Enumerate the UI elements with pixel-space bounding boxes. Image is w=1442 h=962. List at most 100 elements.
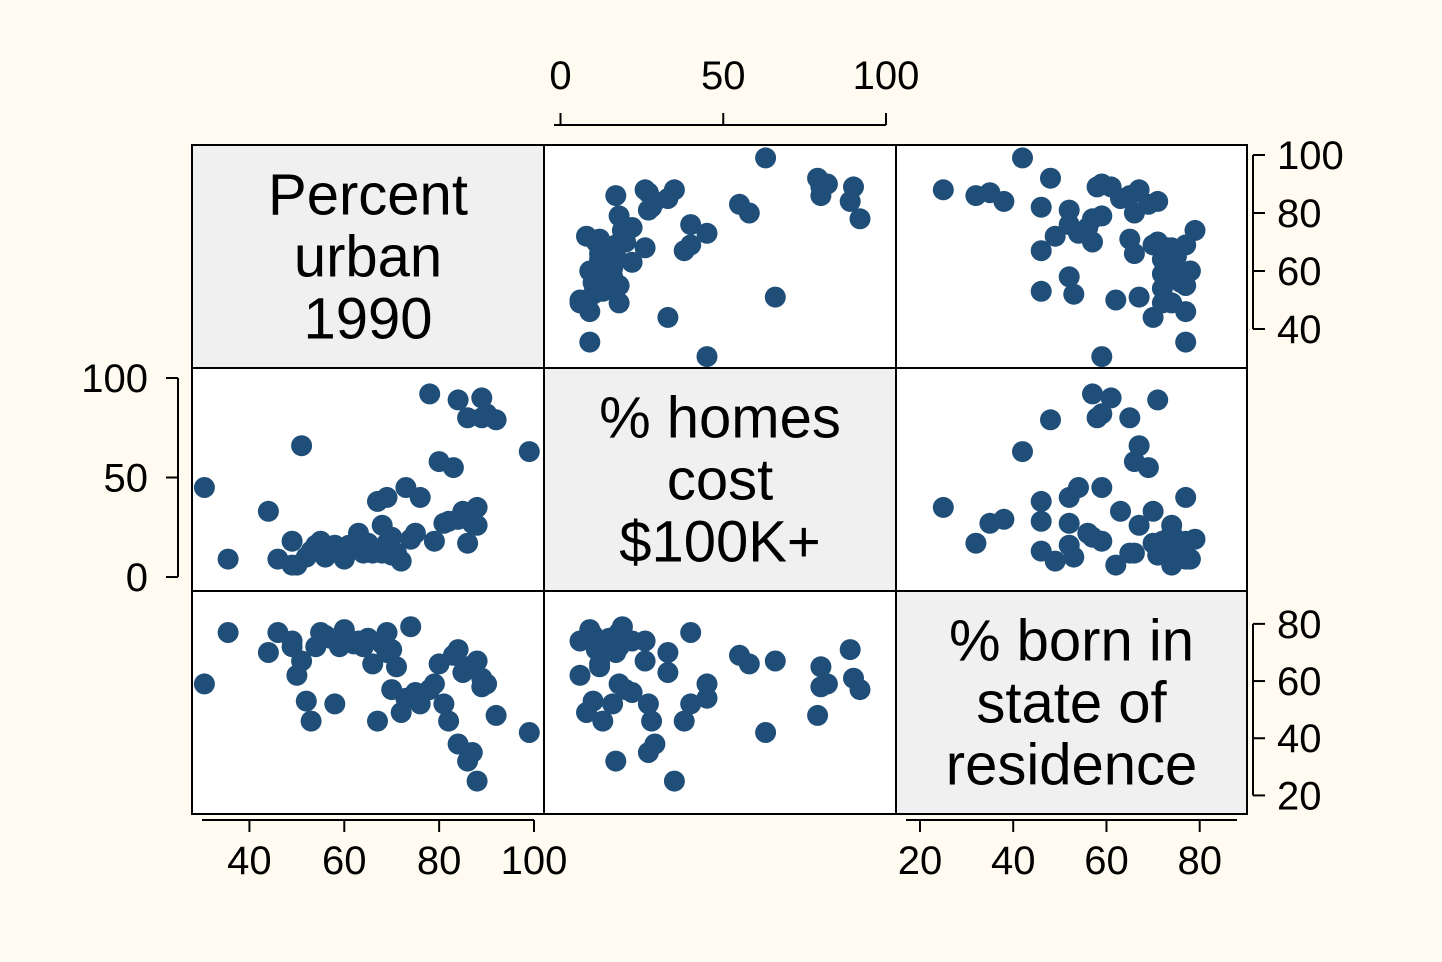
data-point [1040,167,1061,189]
data-point [965,532,987,554]
data-point [680,234,702,256]
data-point [1179,260,1201,282]
data-point [1030,196,1052,218]
data-point [602,693,624,715]
data-point [1128,514,1150,536]
data-point [1142,500,1164,522]
data-point [680,622,702,643]
data-point [217,548,239,570]
variable-label-line: $100K+ [619,510,821,575]
data-point [1161,514,1183,536]
data-point [569,664,591,686]
data-point [673,710,695,732]
data-point [423,530,445,552]
data-point [1058,199,1080,221]
data-point [1044,225,1066,247]
data-point [663,179,685,201]
data-point [1100,387,1122,409]
variable-label-line: cost [667,448,773,513]
tick-label: 0 [126,556,148,600]
tick-label: 60 [322,839,367,883]
data-point [1119,542,1141,564]
data-point [1128,179,1150,201]
data-point [641,710,663,732]
data-point [257,500,279,522]
tick-label: 40 [227,839,272,883]
data-point [764,286,786,308]
tick-label: 40 [1277,308,1322,352]
data-point [1091,477,1113,498]
tick-label: 100 [853,54,920,98]
data-point [1091,205,1113,227]
scatter-cell-0-2 [895,144,1248,369]
variable-label-2: % born in state of residence [946,609,1197,798]
diagonal-cell-2 [895,590,1248,815]
data-point [457,532,479,554]
data-point [1175,486,1197,508]
data-point [807,704,829,726]
tick-label: 80 [417,839,462,883]
data-point [680,214,702,236]
tick-label: 50 [701,54,746,98]
data-point [1151,292,1173,314]
data-point [585,639,607,661]
data-point [1082,383,1103,405]
scatter-cell-2-0 [191,590,545,815]
data-point [404,522,426,544]
data-point [466,650,488,672]
data-point [1063,283,1085,305]
data-point [657,662,679,683]
data-point [1091,173,1113,195]
data-point [367,710,388,732]
data-point [634,630,656,652]
variable-label-line: % born in [949,609,1194,674]
data-point [605,185,627,207]
data-point [979,512,1001,534]
data-point [932,179,954,201]
data-point [932,496,954,518]
data-point [843,667,864,689]
data-point [755,722,777,743]
data-point [466,770,488,792]
data-point [764,650,786,672]
data-point [1058,486,1080,508]
data-point [442,457,464,479]
data-point [291,435,313,457]
data-point [1105,554,1127,576]
data-point [485,409,507,431]
variable-label-0: Percent urban 1990 [268,163,468,352]
data-point [592,710,614,732]
data-point [1040,409,1061,431]
data-point [1128,435,1150,457]
data-point [1105,289,1127,311]
data-point [518,441,540,463]
variable-label-line: 1990 [303,287,432,352]
data-point [810,656,832,678]
data-point [608,673,630,695]
tick-label: 80 [1277,192,1322,236]
data-point [1030,280,1052,302]
data-point [1044,550,1066,572]
data-point [843,176,864,198]
data-point [755,147,777,169]
data-point [605,750,627,772]
diagonal-cell-0 [191,144,545,369]
data-point [1137,457,1159,479]
data-point [461,742,483,763]
tick-label: 100 [81,357,148,401]
scatter-points [193,147,1206,792]
data-point [324,693,346,715]
data-point [390,550,412,572]
tick-label: 0 [549,54,571,98]
data-point [376,622,398,643]
tick-label: 80 [1277,603,1322,647]
data-point [1147,544,1169,566]
data-point [634,237,656,259]
data-point [376,486,398,508]
data-point [1091,403,1113,425]
data-point [576,225,597,247]
data-point [1147,231,1169,253]
data-point [447,389,469,411]
data-point [589,656,611,678]
data-point [849,208,871,230]
